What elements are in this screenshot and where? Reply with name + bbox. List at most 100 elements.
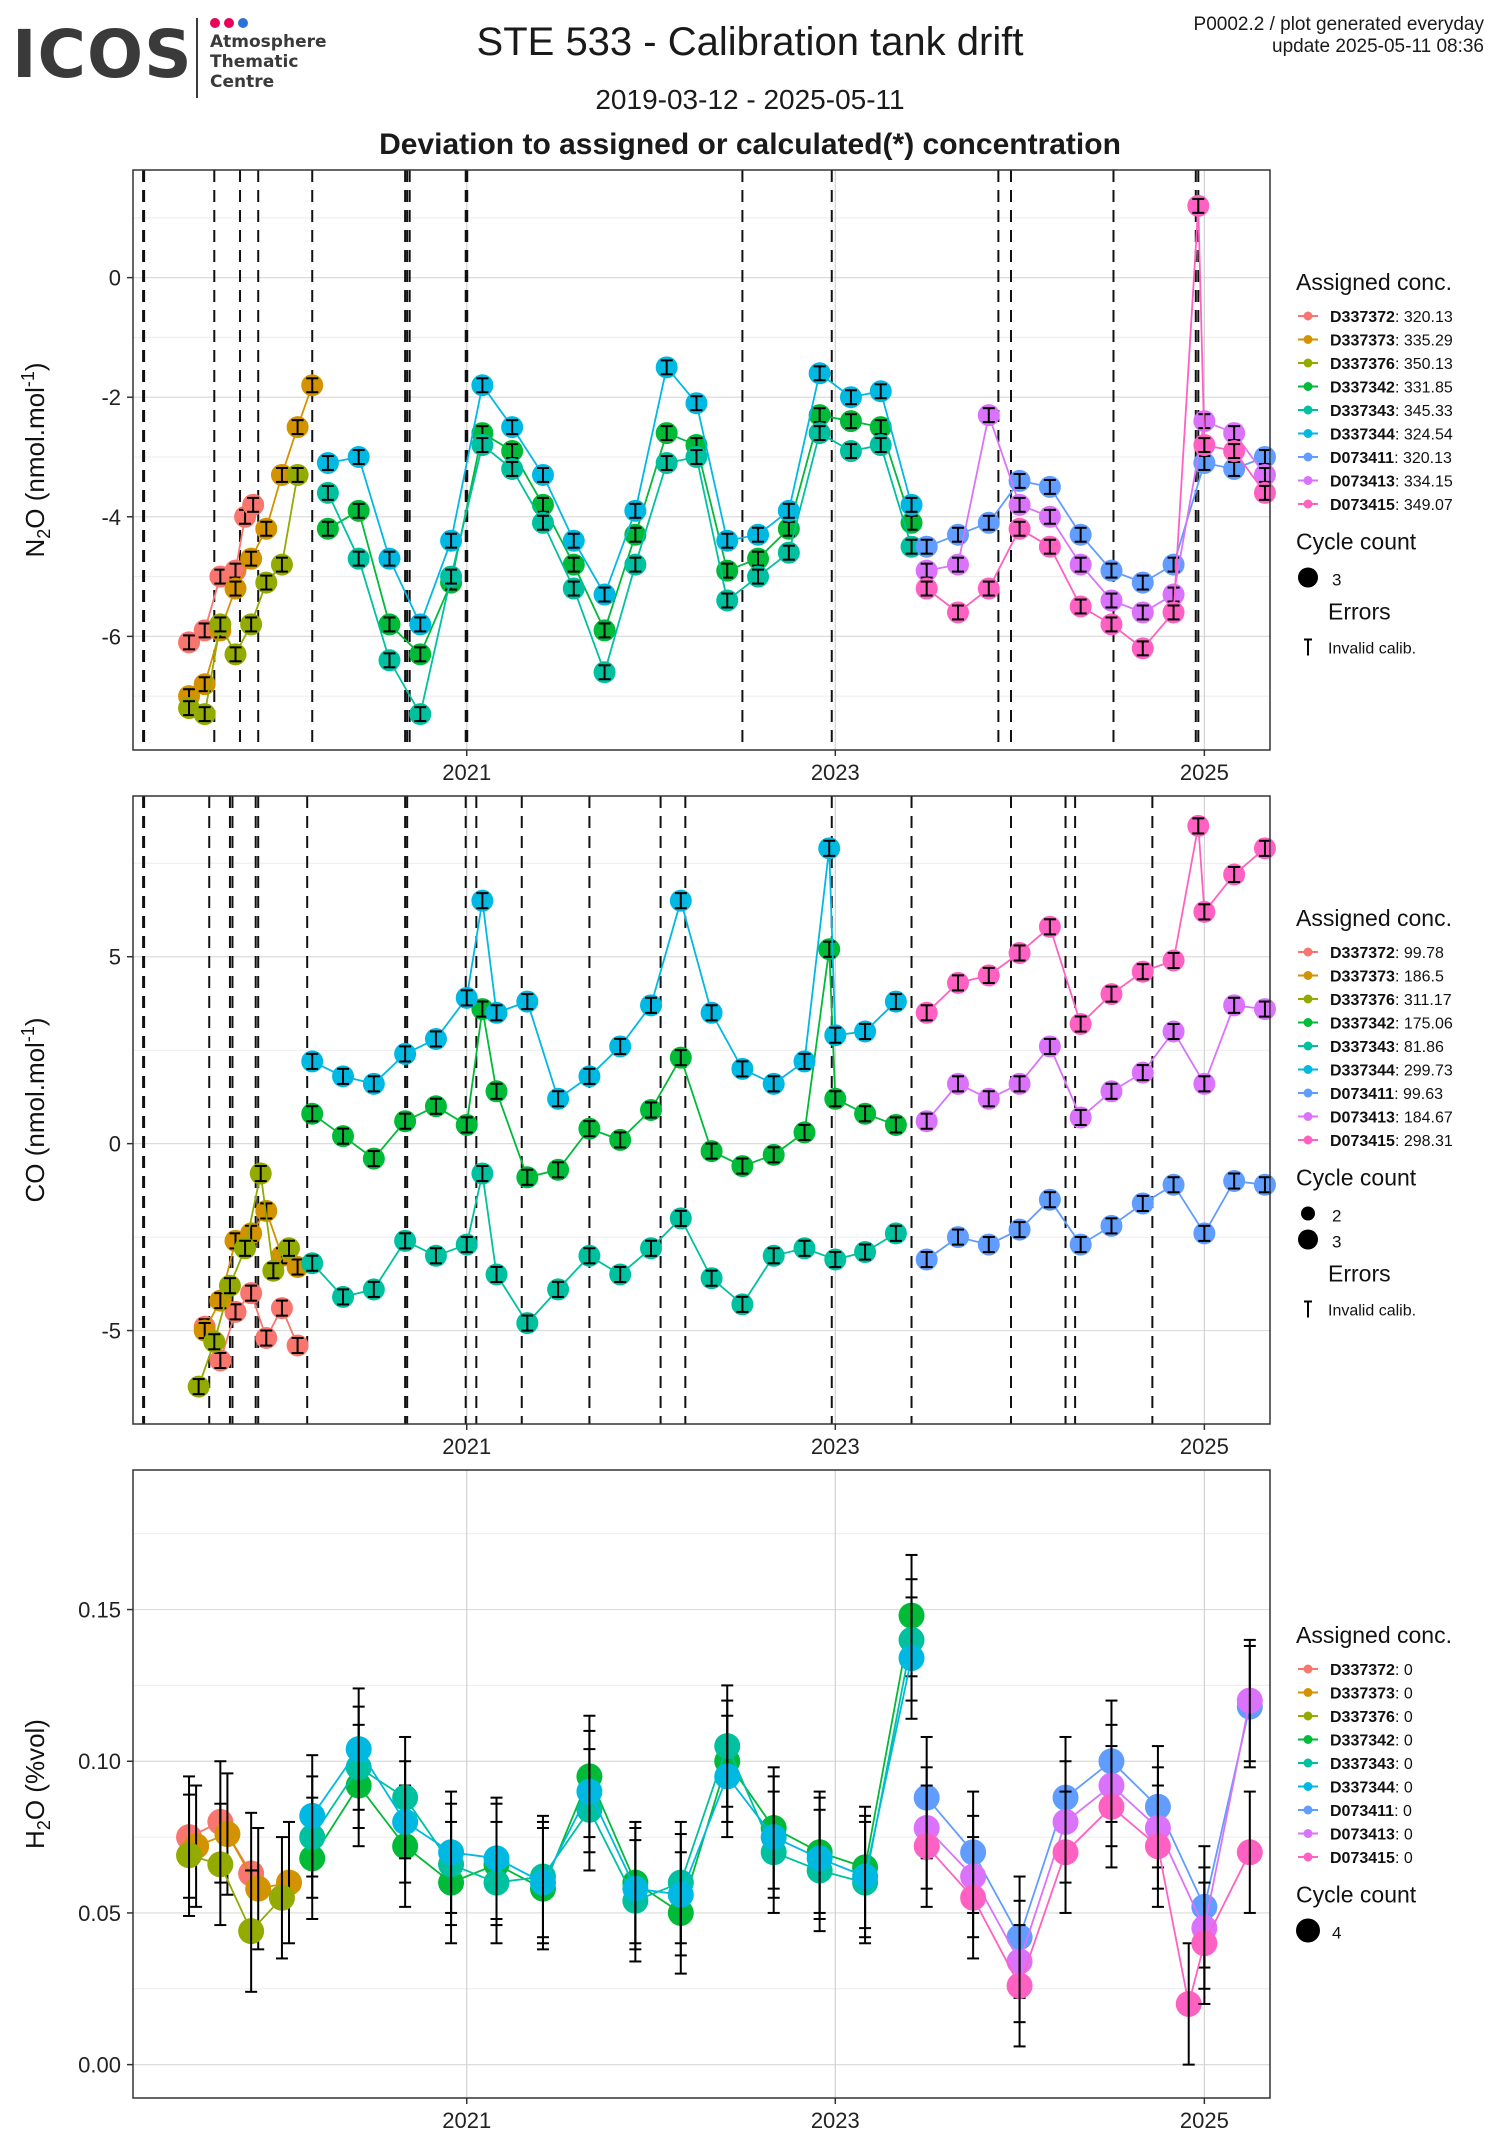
logo-dot-icon bbox=[238, 18, 248, 28]
legend-key-dot bbox=[1303, 1065, 1313, 1074]
legend-key-dot bbox=[1303, 1088, 1313, 1098]
legend-item: D337344: 299.73 bbox=[1330, 1063, 1453, 1080]
legend-cycle-value: 2 bbox=[1332, 1207, 1341, 1226]
plot-header: ICOS Atmosphere Thematic Centre STE 533 … bbox=[0, 0, 1500, 170]
logo-wordmark: ICOS bbox=[12, 16, 193, 93]
legend-item: D073413: 334.15 bbox=[1330, 474, 1453, 491]
series-D337376 bbox=[176, 1793, 295, 1993]
legend-key-dot bbox=[1303, 1758, 1313, 1768]
logo-subtitle-line: Atmosphere bbox=[210, 32, 327, 52]
legend-key-dot bbox=[1303, 476, 1313, 485]
y-tick-label: -5 bbox=[101, 1319, 121, 1344]
legend-item: D337373: 335.29 bbox=[1330, 333, 1453, 350]
legend-item: D073415: 0 bbox=[1330, 1850, 1413, 1867]
x-tick-label: 2023 bbox=[811, 2108, 860, 2133]
logo-divider bbox=[196, 18, 198, 98]
legend-key-dot bbox=[1303, 1688, 1313, 1697]
legend-key-dot bbox=[1303, 994, 1313, 1004]
series-line bbox=[188, 1854, 283, 1933]
logo-subtitle-line: Thematic bbox=[210, 52, 299, 72]
legend-cycle-dot bbox=[1296, 1918, 1320, 1943]
series-D073413 bbox=[915, 994, 1276, 1133]
series-D337344 bbox=[299, 1596, 925, 1957]
legend-item: D337343: 0 bbox=[1330, 1756, 1413, 1773]
legend-key-dot bbox=[1303, 1805, 1313, 1815]
legend-cycle-dot bbox=[1298, 1229, 1318, 1250]
x-tick-label: 2021 bbox=[442, 760, 491, 785]
legend-item: D337344: 324.54 bbox=[1330, 427, 1453, 444]
y-axis-label: CO (nmol.mol-1) bbox=[18, 1017, 50, 1202]
legend-item: D337373: 186.5 bbox=[1330, 969, 1444, 986]
x-tick-label: 2025 bbox=[1180, 760, 1229, 785]
legend-key-dot bbox=[1303, 1135, 1313, 1145]
legend-key-dot bbox=[1303, 335, 1313, 344]
y-tick-label: -6 bbox=[101, 624, 121, 649]
legend-key-dot bbox=[1303, 429, 1313, 438]
legend-item: D337372: 0 bbox=[1330, 1662, 1413, 1679]
series-line bbox=[311, 949, 897, 1179]
y-tick-label: 0 bbox=[109, 1132, 121, 1157]
legend-title: Assigned conc. bbox=[1296, 905, 1452, 931]
y-tick-label: 0.10 bbox=[78, 1749, 121, 1774]
legend-item: D073411: 99.63 bbox=[1330, 1086, 1443, 1103]
legend-title: Assigned conc. bbox=[1296, 1622, 1452, 1648]
legend: Assigned conc. D337372: 99.78 D337373: 186… bbox=[1296, 905, 1453, 1320]
series-D073415 bbox=[915, 194, 1276, 660]
legend-item: D337376: 0 bbox=[1330, 1709, 1413, 1726]
plot-border bbox=[132, 795, 1271, 1425]
legend-item: D337343: 81.86 bbox=[1330, 1039, 1444, 1056]
legend-key-dot bbox=[1303, 358, 1313, 368]
legend: Assigned conc. D337372: 0 D337373: 0 D33737… bbox=[1296, 1622, 1452, 1943]
legend-item: D337343: 345.33 bbox=[1330, 403, 1453, 420]
y-tick-label: -4 bbox=[101, 505, 121, 530]
legend-key-dot bbox=[1303, 1112, 1313, 1121]
legend-item: D073413: 0 bbox=[1330, 1827, 1413, 1844]
series-line bbox=[311, 848, 897, 1101]
plot-area bbox=[133, 1470, 1270, 2098]
legend-key-dot bbox=[1303, 1852, 1313, 1862]
meta-line: update 2025-05-11 08:36 bbox=[1272, 36, 1484, 57]
y-tick-label: 0 bbox=[109, 266, 121, 291]
series-D337343 bbox=[316, 422, 923, 726]
legend-errors-title: Errors bbox=[1328, 1261, 1391, 1287]
legend-key-dot bbox=[1303, 1018, 1313, 1027]
legend-cycle-dot bbox=[1301, 1206, 1315, 1221]
legend-key-dot bbox=[1303, 499, 1313, 509]
logo-dot-icon bbox=[210, 18, 220, 28]
legend-errors-title: Errors bbox=[1328, 599, 1391, 625]
legend: Assigned conc. D337372: 320.13 D337373: 33… bbox=[1296, 269, 1453, 658]
legend-errors-label: Invalid calib. bbox=[1328, 1303, 1416, 1320]
legend-item: D073415: 298.31 bbox=[1330, 1133, 1453, 1150]
x-tick-label: 2025 bbox=[1180, 1434, 1229, 1459]
legend-item: D337342: 175.06 bbox=[1330, 1016, 1453, 1033]
logo-subtitle: Atmosphere Thematic Centre bbox=[210, 32, 327, 92]
y-axis-label: N2O (nmol.mol-1) bbox=[18, 362, 54, 557]
x-tick-label: 2023 bbox=[811, 1434, 860, 1459]
legend-item: D073413: 184.67 bbox=[1330, 1110, 1453, 1127]
x-tick-label: 2021 bbox=[442, 1434, 491, 1459]
legend-key-dot bbox=[1303, 947, 1313, 957]
logo-subtitle-line: Centre bbox=[210, 72, 275, 92]
legend-item: D337376: 350.13 bbox=[1330, 356, 1453, 373]
legend-cycle-title: Cycle count bbox=[1296, 529, 1417, 555]
legend-item: D337372: 99.78 bbox=[1330, 945, 1444, 962]
legend-errors-label: Invalid calib. bbox=[1328, 641, 1416, 658]
legend-key-dot bbox=[1303, 971, 1313, 980]
x-tick-label: 2023 bbox=[811, 760, 860, 785]
legend-key-dot bbox=[1303, 452, 1313, 462]
plot-border bbox=[132, 169, 1271, 751]
plot-meta: P0002.2 / plot generated everyday update… bbox=[1194, 14, 1484, 58]
plot-heading: Deviation to assigned or calculated(*) c… bbox=[379, 128, 1121, 161]
series-line bbox=[195, 1832, 290, 1890]
y-tick-label: 0.00 bbox=[78, 2053, 121, 2078]
series-D337344 bbox=[301, 837, 907, 1110]
legend-key-dot bbox=[1303, 382, 1313, 391]
legend-key-dot bbox=[1303, 1829, 1313, 1838]
legend-item: D337342: 331.85 bbox=[1330, 380, 1453, 397]
legend-item: D337344: 0 bbox=[1330, 1780, 1413, 1797]
series-D337372 bbox=[178, 493, 265, 654]
legend-key-dot bbox=[1303, 405, 1313, 415]
y-tick-label: 5 bbox=[109, 945, 121, 970]
legend-key-dot bbox=[1303, 1664, 1313, 1674]
